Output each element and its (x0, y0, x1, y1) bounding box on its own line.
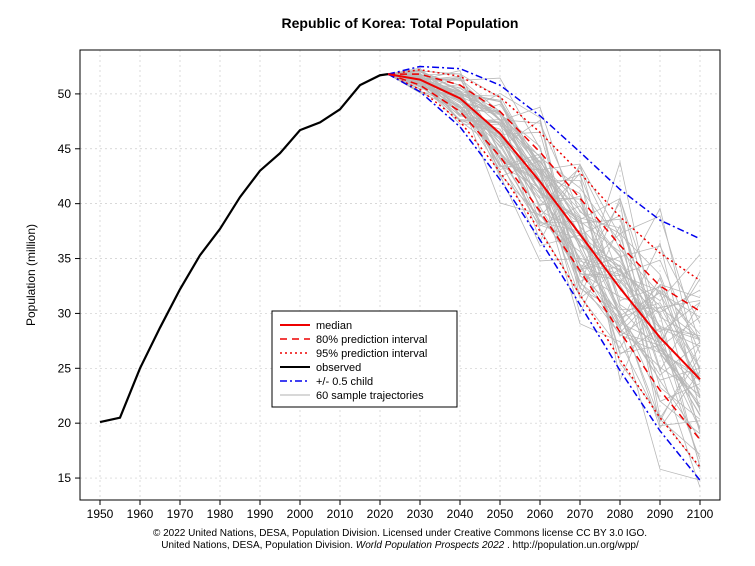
x-tick-label: 2090 (647, 507, 674, 521)
caption-line-1: © 2022 United Nations, DESA, Population … (153, 528, 647, 539)
y-tick-label: 20 (58, 416, 72, 430)
x-tick-label: 1960 (127, 507, 154, 521)
y-tick-label: 30 (58, 306, 72, 320)
y-tick-label: 35 (58, 252, 72, 266)
legend-label: 60 sample trajectories (316, 390, 424, 402)
y-tick-label: 45 (58, 142, 72, 156)
chart-container: 1950196019701980199020002010202020302040… (0, 0, 755, 566)
x-tick-label: 2010 (327, 507, 354, 521)
x-tick-label: 1970 (167, 507, 194, 521)
x-tick-label: 1990 (247, 507, 274, 521)
x-tick-label: 2040 (447, 507, 474, 521)
x-tick-label: 2030 (407, 507, 434, 521)
legend-label: observed (316, 362, 361, 374)
x-tick-label: 2020 (367, 507, 394, 521)
x-tick-label: 2100 (687, 507, 714, 521)
x-tick-label: 2060 (527, 507, 554, 521)
x-tick-label: 2080 (607, 507, 634, 521)
y-axis-label: Population (million) (24, 224, 38, 326)
x-tick-label: 2000 (287, 507, 314, 521)
y-tick-label: 15 (58, 471, 72, 485)
caption-line-2: United Nations, DESA, Population Divisio… (161, 540, 639, 551)
legend-label: 95% prediction interval (316, 348, 427, 360)
legend: median 80% prediction interval 95% predict… (272, 311, 457, 407)
x-tick-label: 1950 (87, 507, 114, 521)
chart-svg: 1950196019701980199020002010202020302040… (0, 0, 755, 566)
chart-title: Republic of Korea: Total Population (282, 15, 519, 31)
x-tick-label: 2070 (567, 507, 594, 521)
x-tick-label: 1980 (207, 507, 234, 521)
y-tick-label: 25 (58, 361, 72, 375)
x-tick-label: 2050 (487, 507, 514, 521)
y-tick-label: 50 (58, 87, 72, 101)
legend-label: 80% prediction interval (316, 334, 427, 346)
legend-label: +/- 0.5 child (316, 376, 373, 388)
legend-label: median (316, 320, 352, 332)
y-tick-label: 40 (58, 197, 72, 211)
